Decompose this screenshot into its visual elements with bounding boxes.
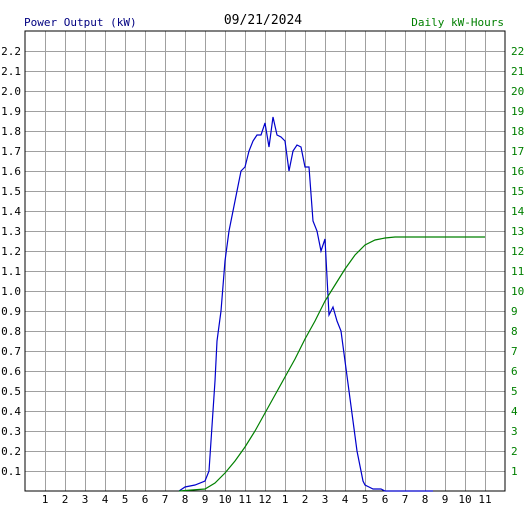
left-tick-label: 0.1 [1, 465, 21, 478]
left-tick-label: 1.0 [1, 285, 21, 298]
left-axis-label: Power Output (kW) [24, 16, 137, 29]
x-tick-label: 8 [182, 493, 189, 506]
right-tick-label: 21 [511, 65, 524, 78]
right-tick-label: 12 [511, 245, 524, 258]
x-tick-label: 1 [282, 493, 289, 506]
x-tick-label: 3 [322, 493, 329, 506]
right-tick-label: 17 [511, 145, 524, 158]
right-axis-label: Daily kW-Hours [411, 16, 504, 29]
left-tick-label: 1.6 [1, 165, 21, 178]
right-tick-label: 3 [511, 425, 518, 438]
x-tick-label: 10 [218, 493, 231, 506]
right-tick-label: 11 [511, 265, 524, 278]
x-tick-label: 8 [422, 493, 429, 506]
x-tick-label: 7 [162, 493, 169, 506]
right-tick-label: 14 [511, 205, 525, 218]
right-tick-label: 2 [511, 445, 518, 458]
right-tick-label: 10 [511, 285, 524, 298]
left-tick-label: 0.4 [1, 405, 21, 418]
x-tick-label: 1 [42, 493, 49, 506]
left-axis-ticks: 0.1 0.2 0.3 0.4 0.5 0.6 0.7 0.8 0.9 1.0 1.1 1.2 1.3 1… [1, 45, 21, 478]
power-series-line [178, 116, 433, 492]
right-tick-label: 4 [511, 405, 518, 418]
left-tick-label: 0.2 [1, 445, 21, 458]
x-tick-label: 5 [122, 493, 129, 506]
series-layer [178, 116, 485, 492]
x-tick-label: 12 [258, 493, 271, 506]
left-tick-label: 1.5 [1, 185, 21, 198]
left-tick-label: 1.2 [1, 245, 21, 258]
left-tick-label: 2.2 [1, 45, 21, 58]
left-tick-label: 0.7 [1, 345, 21, 358]
x-tick-label: 10 [458, 493, 471, 506]
grid [25, 31, 505, 491]
right-tick-label: 16 [511, 165, 524, 178]
left-tick-label: 0.8 [1, 325, 21, 338]
chart-title: 09/21/2024 [224, 13, 302, 28]
x-tick-label: 3 [82, 493, 89, 506]
left-tick-label: 1.8 [1, 125, 21, 138]
left-tick-label: 0.3 [1, 425, 21, 438]
right-tick-label: 7 [511, 345, 518, 358]
right-tick-label: 22 [511, 45, 524, 58]
right-tick-label: 6 [511, 365, 518, 378]
right-tick-label: 19 [511, 105, 524, 118]
x-tick-label: 7 [402, 493, 409, 506]
x-axis-ticks: 1 2 3 4 5 6 7 8 9 10 11 12 1 2 3 4 5 6 7 8 9 10 11 [42, 493, 492, 506]
x-tick-label: 9 [202, 493, 209, 506]
x-tick-label: 9 [442, 493, 449, 506]
right-tick-label: 1 [511, 465, 518, 478]
x-tick-label: 6 [382, 493, 389, 506]
x-tick-label: 4 [102, 493, 109, 506]
x-tick-label: 5 [362, 493, 369, 506]
left-tick-label: 2.1 [1, 65, 21, 78]
x-tick-label: 11 [478, 493, 491, 506]
left-tick-label: 2.0 [1, 85, 21, 98]
left-tick-label: 1.1 [1, 265, 21, 278]
right-tick-label: 15 [511, 185, 524, 198]
x-tick-label: 4 [342, 493, 349, 506]
x-tick-label: 2 [62, 493, 69, 506]
left-tick-label: 1.7 [1, 145, 21, 158]
energy-series-line [178, 236, 485, 492]
right-tick-label: 18 [511, 125, 524, 138]
right-tick-label: 9 [511, 305, 518, 318]
right-tick-label: 5 [511, 385, 518, 398]
right-tick-label: 13 [511, 225, 524, 238]
x-tick-label: 2 [302, 493, 309, 506]
left-tick-label: 0.6 [1, 365, 21, 378]
x-tick-label: 6 [142, 493, 149, 506]
plot-frame [24, 30, 506, 492]
left-tick-label: 1.3 [1, 225, 21, 238]
left-tick-label: 1.9 [1, 105, 21, 118]
left-tick-label: 1.4 [1, 205, 21, 218]
left-tick-label: 0.9 [1, 305, 21, 318]
right-tick-label: 8 [511, 325, 518, 338]
left-tick-label: 0.5 [1, 385, 21, 398]
right-tick-label: 20 [511, 85, 524, 98]
x-tick-label: 11 [238, 493, 251, 506]
